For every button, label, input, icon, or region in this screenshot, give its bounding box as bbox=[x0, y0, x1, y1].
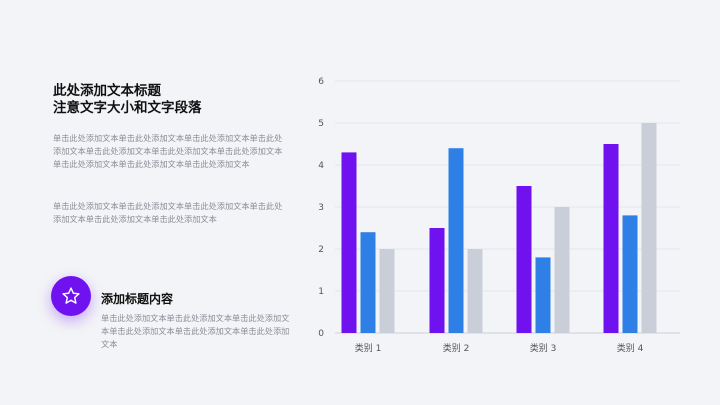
bar bbox=[360, 232, 376, 333]
body-paragraph-1: 单击此处添加文本单击此处添加文本单击此处添加文本单击此处添加文本单击此处添加文本… bbox=[53, 133, 283, 169]
bar bbox=[467, 249, 483, 333]
bar bbox=[341, 152, 357, 333]
feature-description: 单击此处添加文本单击此处添加文本单击此处添加文本单击此处添加文本单击此处添加文本… bbox=[101, 313, 290, 349]
title-line-1: 此处添加文本标题 bbox=[53, 83, 161, 99]
title-block: 此处添加文本标题 注意文字大小和文字段落 bbox=[53, 83, 288, 117]
bar bbox=[535, 257, 551, 333]
y-tick-label: 0 bbox=[318, 329, 324, 339]
body-paragraph-2: 单击此处添加文本单击此处添加文本单击此处添加文本单击此处添加文本单击此处添加文本… bbox=[53, 201, 283, 224]
bar bbox=[516, 186, 532, 333]
bar bbox=[448, 148, 464, 333]
x-tick-label: 类别 3 bbox=[530, 342, 557, 354]
y-tick-label: 4 bbox=[318, 161, 324, 171]
bar bbox=[603, 144, 619, 333]
y-tick-label: 6 bbox=[318, 77, 324, 87]
y-tick-label: 3 bbox=[318, 203, 324, 213]
y-axis-labels: 0 1 2 3 4 5 6 bbox=[318, 77, 324, 339]
bar bbox=[379, 249, 395, 333]
x-axis-labels: 类别 1 类别 2 类别 3 类别 4 bbox=[355, 342, 644, 354]
x-tick-label: 类别 4 bbox=[617, 342, 644, 354]
feature-title: 添加标题内容 bbox=[101, 292, 174, 306]
chart-bars bbox=[341, 123, 657, 333]
star-icon bbox=[62, 287, 80, 304]
bar bbox=[554, 207, 570, 333]
y-tick-label: 1 bbox=[318, 287, 324, 297]
bar bbox=[622, 215, 638, 333]
x-tick-label: 类别 2 bbox=[443, 342, 470, 354]
y-tick-label: 2 bbox=[318, 245, 324, 255]
title-line-2: 注意文字大小和文字段落 bbox=[53, 100, 202, 116]
bar bbox=[641, 123, 657, 333]
x-tick-label: 类别 1 bbox=[355, 342, 382, 354]
feature-icon-circle bbox=[51, 276, 91, 316]
bar bbox=[429, 228, 445, 333]
y-tick-label: 5 bbox=[318, 119, 324, 129]
